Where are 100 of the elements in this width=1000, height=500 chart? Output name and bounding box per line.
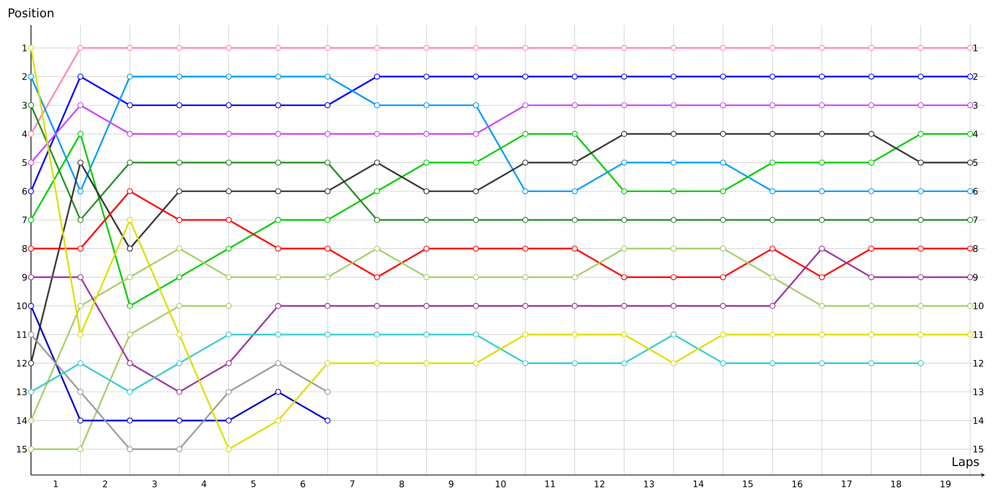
point: [28, 446, 34, 452]
x-tick-label: 18: [891, 480, 902, 488]
point: [572, 216, 578, 223]
point: [275, 160, 282, 166]
point: [126, 160, 133, 166]
point: [918, 130, 924, 137]
point: [572, 160, 578, 166]
point: [967, 44, 974, 51]
point: [967, 130, 974, 137]
point: [621, 74, 628, 80]
point: [226, 302, 232, 309]
point: [176, 388, 182, 395]
point: [572, 102, 578, 108]
point: [818, 246, 825, 252]
y2-tick-label: 12: [974, 360, 984, 367]
point: [670, 160, 677, 166]
x-tick-label: 1: [54, 480, 58, 488]
point: [868, 74, 874, 80]
x-tick-label: 9: [448, 480, 454, 488]
point: [324, 130, 331, 137]
point: [472, 246, 479, 252]
point: [472, 360, 479, 366]
point: [374, 332, 380, 338]
point: [176, 446, 182, 452]
point: [77, 188, 84, 194]
point: [374, 74, 380, 80]
point: [818, 130, 825, 137]
point: [28, 302, 34, 309]
y2-tick-label: 15: [974, 446, 984, 453]
point: [472, 274, 479, 280]
point: [374, 44, 380, 51]
point: [226, 102, 232, 108]
point: [670, 102, 677, 108]
x-tick-label: 13: [644, 480, 654, 488]
point: [868, 102, 874, 108]
point: [670, 44, 677, 51]
point: [77, 274, 84, 280]
point: [918, 74, 924, 80]
point: [670, 360, 677, 366]
point: [176, 246, 182, 252]
point: [621, 44, 628, 51]
point: [226, 74, 232, 80]
point: [720, 302, 726, 309]
point: [423, 44, 430, 51]
point: [423, 302, 430, 309]
point: [374, 160, 380, 166]
point: [28, 160, 34, 166]
point: [967, 302, 974, 309]
point: [572, 332, 578, 338]
point: [28, 274, 34, 280]
point: [720, 44, 726, 51]
y-tick-label: 6: [22, 188, 27, 195]
y-tick-label: 9: [22, 274, 27, 281]
point: [77, 388, 84, 395]
y2-tick-label: 11: [974, 331, 984, 338]
x-tick-label: 17: [842, 480, 852, 488]
point: [572, 188, 578, 194]
x-tick-label: 6: [300, 480, 306, 488]
point: [967, 274, 974, 280]
point: [176, 44, 182, 51]
point: [374, 102, 380, 108]
y2-tick-label: 1: [974, 44, 978, 52]
point: [77, 302, 84, 309]
point: [126, 418, 133, 424]
point: [28, 74, 34, 80]
point: [275, 44, 282, 51]
y-tick-label: 8: [22, 245, 27, 252]
point: [670, 130, 677, 137]
point: [818, 360, 825, 366]
point: [176, 360, 182, 366]
point: [423, 246, 430, 252]
point: [522, 332, 528, 338]
point: [275, 130, 282, 137]
point: [275, 360, 282, 366]
point: [818, 332, 825, 338]
point: [324, 388, 331, 395]
point: [472, 332, 479, 338]
point: [28, 388, 34, 395]
point: [670, 216, 677, 223]
y-tick-label: 11: [17, 331, 27, 338]
point: [720, 332, 726, 338]
x-tick-label: 11: [545, 480, 555, 488]
y-tick-label: 1: [22, 44, 27, 52]
point: [176, 216, 182, 223]
point: [472, 130, 479, 137]
point: [324, 332, 331, 338]
point: [572, 130, 578, 137]
point: [769, 74, 776, 80]
point: [324, 360, 331, 366]
point: [226, 246, 232, 252]
point: [868, 188, 874, 194]
point: [126, 216, 133, 223]
point: [226, 160, 232, 166]
y-tick-label: 2: [22, 73, 27, 80]
point: [423, 160, 430, 166]
point: [670, 74, 677, 80]
point: [720, 246, 726, 252]
x-tick-label: 5: [251, 480, 256, 488]
point: [176, 418, 182, 424]
point: [77, 418, 84, 424]
